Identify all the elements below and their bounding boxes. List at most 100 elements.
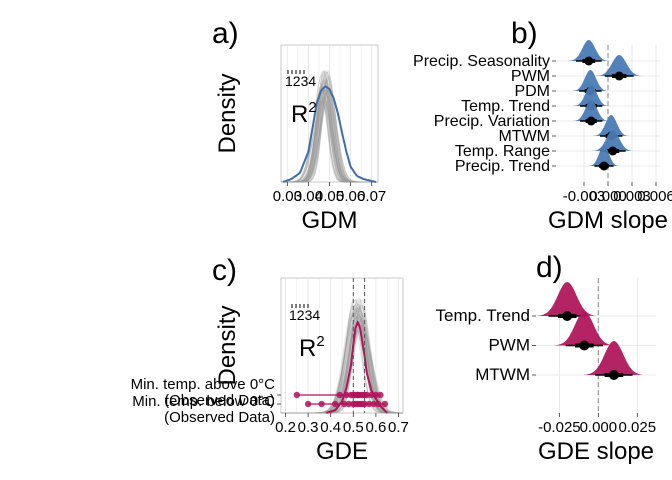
posterior-density-draw xyxy=(281,87,378,183)
median-point xyxy=(562,311,573,321)
posterior-density-draw xyxy=(281,100,378,183)
posterior-density-draw xyxy=(281,89,378,183)
rug-text: 1234 xyxy=(289,307,320,323)
posterior-slab xyxy=(592,130,634,151)
posterior-slab xyxy=(596,55,643,76)
posterior-density-draw xyxy=(281,299,403,414)
posterior-density-draw xyxy=(281,99,378,183)
posterior-density-draw xyxy=(281,316,403,414)
posterior-density-draw xyxy=(281,79,378,183)
posterior-density-draw xyxy=(281,320,403,414)
x-tick-label: 0.06 xyxy=(336,188,365,205)
x-axis-label: GDE xyxy=(316,438,368,465)
posterior-density-draw xyxy=(281,81,378,183)
posterior-density-draw xyxy=(281,311,403,414)
posterior-density-draw xyxy=(281,73,378,183)
posterior-density-draw xyxy=(281,76,378,183)
category-label: PWM xyxy=(488,336,530,355)
posterior-density-draw xyxy=(281,88,378,183)
x-tick-label: -0.003 xyxy=(563,188,606,205)
posterior-slab xyxy=(588,145,620,166)
group-point xyxy=(363,391,371,399)
median-point xyxy=(608,146,618,156)
posterior-density-draw xyxy=(281,311,403,414)
posterior-density-draw xyxy=(281,96,378,183)
posterior-density-draw xyxy=(281,320,403,414)
category-label: MTWM xyxy=(498,128,550,145)
category-label: Temp. Trend xyxy=(436,306,531,325)
y-axis-label: Density xyxy=(214,305,241,385)
posterior-density-draw xyxy=(281,326,403,414)
posterior-density-draw xyxy=(281,327,403,414)
posterior-density-draw xyxy=(281,304,403,414)
median-point xyxy=(579,340,590,351)
x-tick-label: 0.025 xyxy=(619,419,657,436)
posterior-slab xyxy=(568,40,610,61)
posterior-density-draw xyxy=(281,101,378,183)
group-point xyxy=(345,400,352,408)
x-tick-label: 0.3 xyxy=(298,419,319,436)
posterior-density-draw xyxy=(281,79,378,183)
posterior-density-draw xyxy=(281,83,378,183)
observed-density-line xyxy=(325,320,388,414)
median-point xyxy=(586,116,596,126)
category-label: Precip. Variation xyxy=(434,113,550,130)
posterior-density-draw xyxy=(281,313,403,414)
panel-tag: b) xyxy=(511,17,538,50)
group-point xyxy=(368,391,375,399)
group-point xyxy=(304,400,312,408)
posterior-density-draw xyxy=(281,317,403,414)
group-label: Min. temp. above 0°C xyxy=(131,376,276,393)
x-tick-label: 0.03 xyxy=(273,188,302,205)
group-point xyxy=(332,400,339,408)
posterior-density-draw xyxy=(281,70,378,183)
posterior-density-draw xyxy=(281,89,378,183)
posterior-slab xyxy=(554,311,615,346)
posterior-density-draw xyxy=(281,89,378,183)
posterior-density-draw xyxy=(281,100,378,183)
posterior-slab xyxy=(573,85,610,106)
posterior-density-draw xyxy=(281,89,378,183)
group-point xyxy=(293,391,301,399)
posterior-density-draw xyxy=(281,304,403,414)
posterior-density-draw xyxy=(281,86,378,183)
posterior-slab xyxy=(537,282,598,316)
posterior-density-draw xyxy=(281,85,378,183)
group-label: Min. temp. below 0°C xyxy=(132,393,275,410)
posterior-density-draw xyxy=(281,71,378,183)
group-point xyxy=(374,400,382,408)
posterior-density-draw xyxy=(281,88,378,183)
x-tick-label: 0.2 xyxy=(275,419,296,436)
x-tick-label: 0.4 xyxy=(320,419,341,436)
median-point xyxy=(614,71,624,81)
rug-text: 1234 xyxy=(285,73,316,89)
group-label: (Observed Data) xyxy=(164,392,275,409)
posterior-density-draw xyxy=(281,87,378,183)
group-point xyxy=(361,400,368,408)
posterior-density-draw xyxy=(281,308,403,414)
posterior-density-draw xyxy=(281,85,378,183)
panel-tag: c) xyxy=(212,254,237,287)
posterior-density-draw xyxy=(281,299,403,414)
group-label: (Observed Data) xyxy=(164,409,275,426)
posterior-density-draw xyxy=(281,101,378,183)
posterior-density-draw xyxy=(281,78,378,183)
category-label: Precip. Seasonality xyxy=(413,53,550,70)
posterior-density-draw xyxy=(281,101,378,183)
category-label: Temp. Range xyxy=(455,143,550,160)
x-tick-label: 0.7 xyxy=(388,419,409,436)
x-tick-label: 0.5 xyxy=(343,419,364,436)
posterior-density-draw xyxy=(281,96,378,183)
posterior-density-draw xyxy=(281,77,378,183)
group-point xyxy=(318,400,325,408)
posterior-density-draw xyxy=(281,90,378,183)
posterior-density-draw xyxy=(281,94,378,183)
panel-c: Min. temp. above 0°C(Observed Data)Min. … xyxy=(131,254,409,465)
x-tick-label: 0.04 xyxy=(294,188,323,205)
posterior-density-draw xyxy=(281,78,378,183)
posterior-density-draw xyxy=(281,91,378,183)
posterior-density-draw xyxy=(281,312,403,414)
posterior-density-draw xyxy=(281,79,378,183)
